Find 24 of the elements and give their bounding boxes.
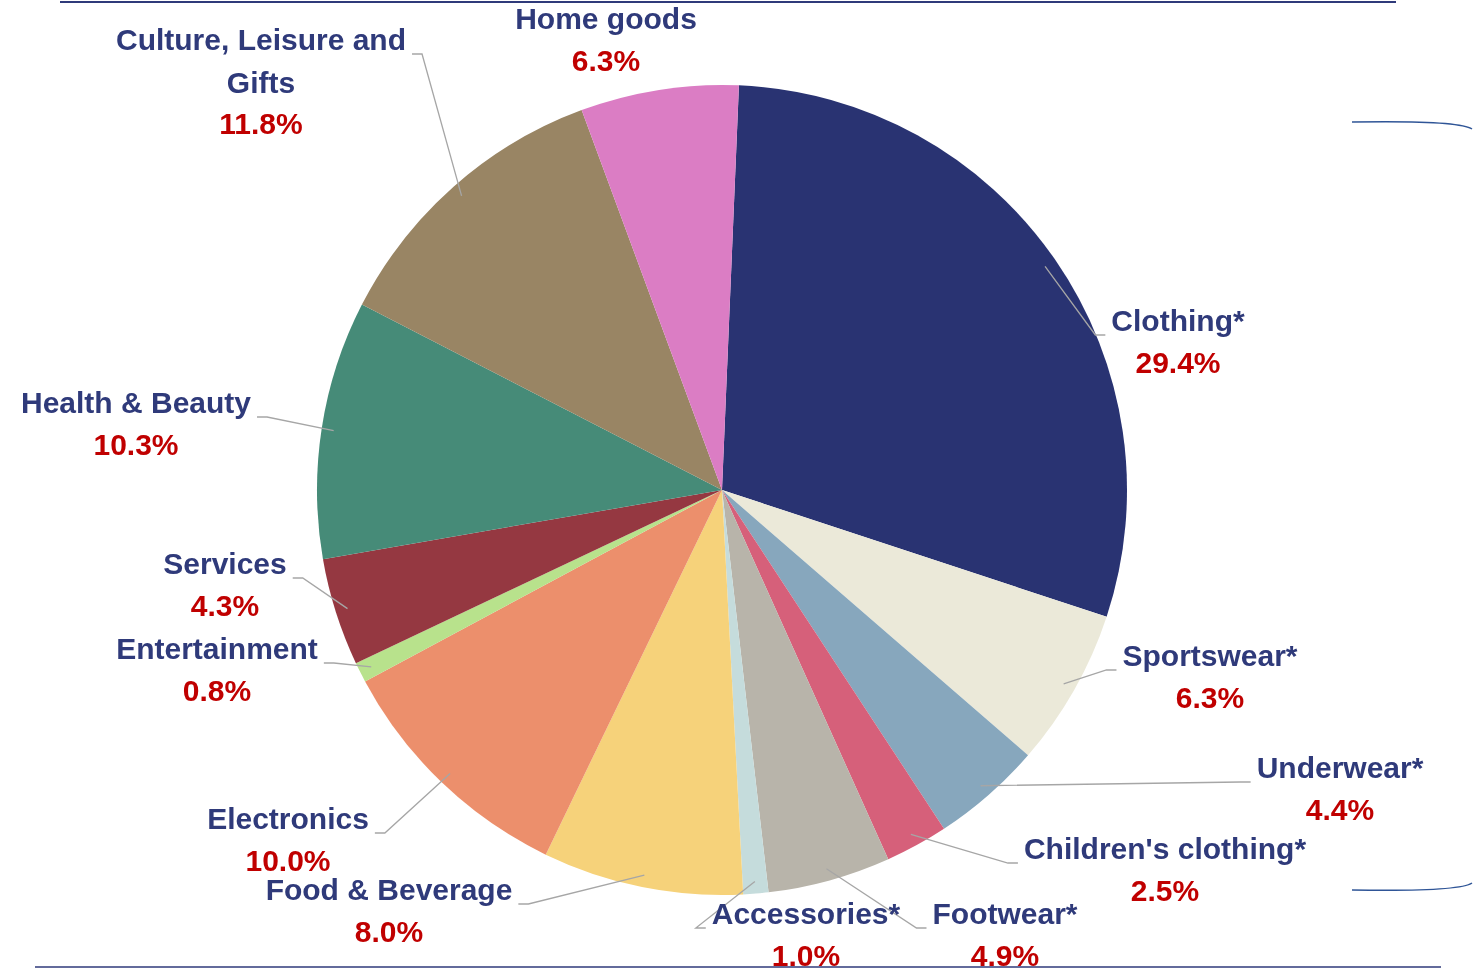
data-label: 10.3% — [93, 428, 179, 462]
data-label: 29.4% — [1135, 346, 1221, 380]
data-label: 6.3% — [1175, 681, 1245, 715]
data-label: 0.8% — [182, 674, 252, 708]
slice-label: Services — [163, 547, 287, 581]
slice-label: Underwear* — [1256, 751, 1424, 785]
data-label: 2.5% — [1130, 874, 1200, 908]
slice-label: Clothing* — [1111, 304, 1245, 338]
slice-label: Sportswear* — [1122, 639, 1298, 673]
slice-label: Entertainment — [116, 632, 318, 666]
data-label: 4.4% — [1305, 793, 1375, 827]
slice-label: Footwear* — [932, 897, 1078, 931]
data-label: 6.3% — [571, 44, 641, 78]
slice-label: Culture, Leisure and Gifts — [115, 23, 407, 100]
slice-label: Accessories* — [711, 897, 901, 931]
slice-label: Home goods — [515, 2, 697, 36]
data-label: 8.0% — [354, 915, 424, 949]
data-label: 11.8% — [219, 107, 303, 141]
data-label: 4.3% — [190, 589, 260, 623]
slice-label: Electronics — [207, 802, 369, 836]
data-label: 1.0% — [771, 939, 841, 973]
data-label: 4.9% — [970, 939, 1040, 973]
slice-label: Health & Beauty — [20, 386, 252, 420]
slice-label: Children's clothing* — [1023, 832, 1307, 866]
